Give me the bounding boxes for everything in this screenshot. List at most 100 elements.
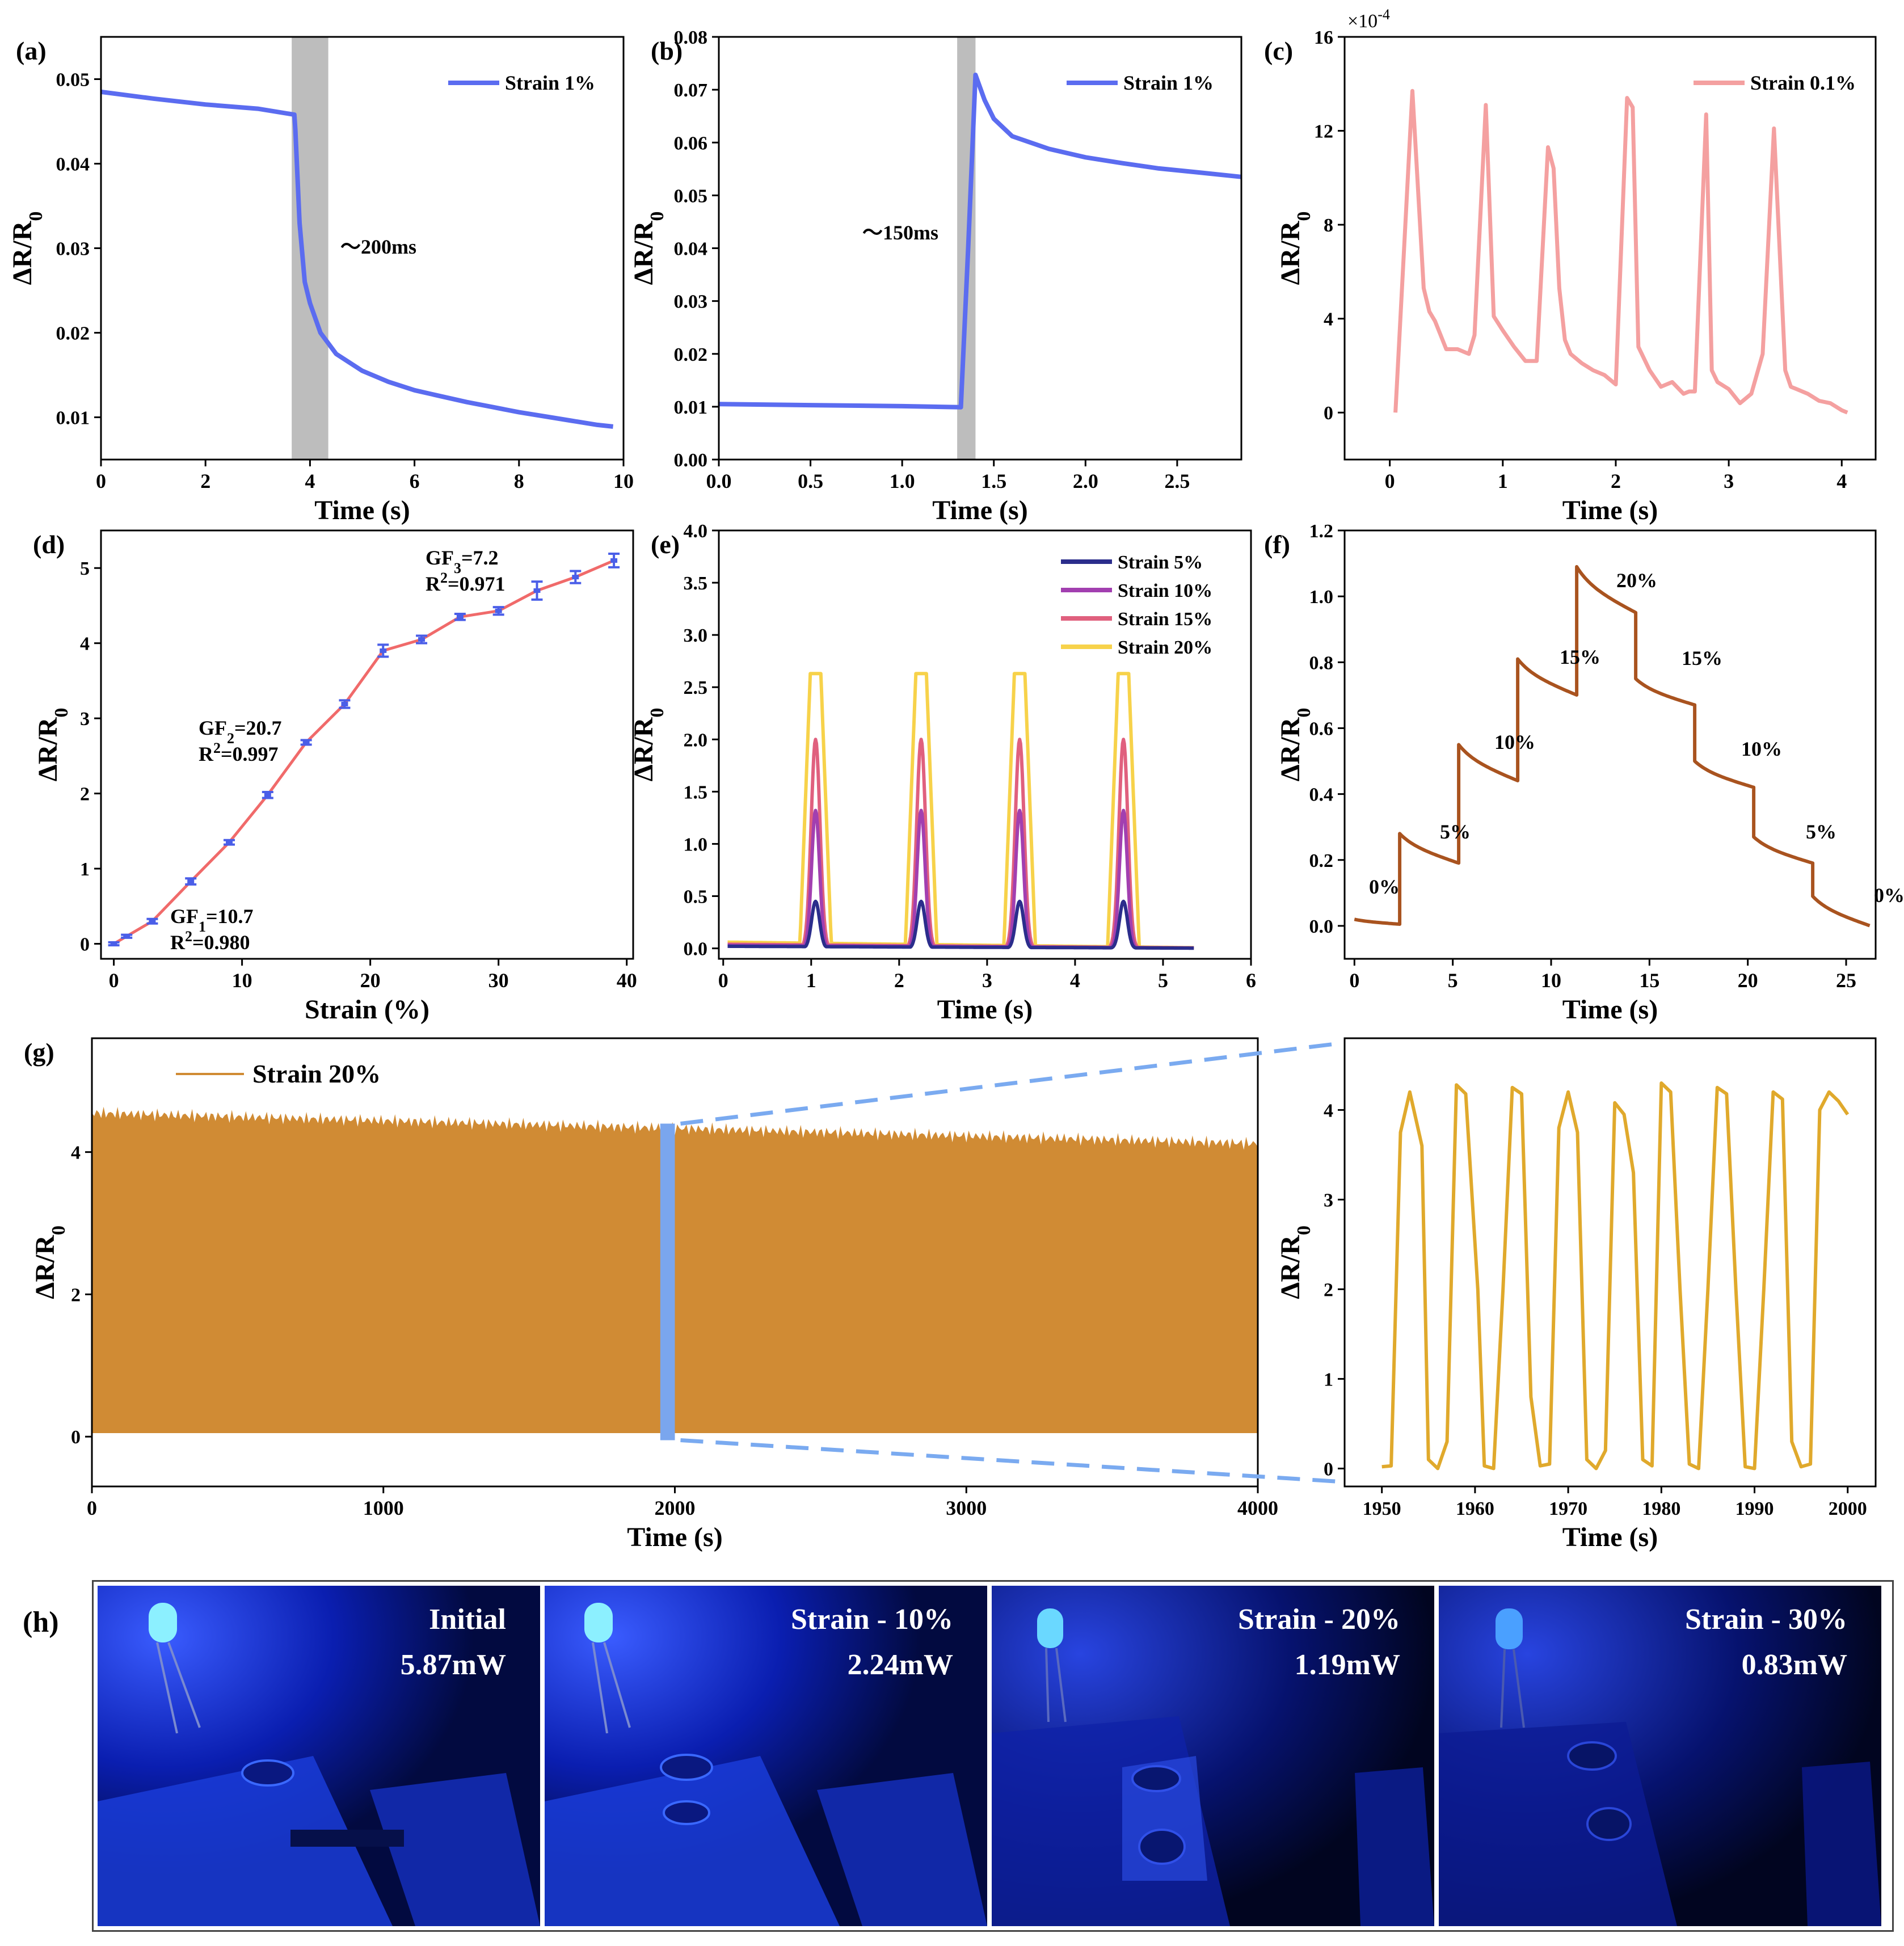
y-axis-label-text: ΔR/R0: [629, 708, 668, 782]
y-tick-label: 2.5: [684, 677, 708, 698]
y-label-sub: 0: [1294, 212, 1315, 221]
y-tick-label: 0.06: [674, 133, 708, 154]
y-tick-label: 0.05: [674, 186, 708, 207]
legend-entry: Strain 1%: [505, 71, 595, 94]
annot-rest: =10.7: [206, 905, 254, 928]
x-tick-label: 4000: [1237, 1497, 1278, 1519]
y-tick-label: 4: [1324, 309, 1333, 330]
x-tick-label: 5: [1448, 969, 1458, 992]
x-tick-label: 0: [1349, 969, 1359, 992]
y-tick-label: 0.01: [56, 408, 90, 429]
data-point: [302, 740, 310, 745]
y-tick-label: 3.5: [684, 573, 708, 594]
y-tick-label: 0.04: [674, 239, 708, 260]
y-label-sub: 0: [26, 212, 47, 221]
x-tick-label: 4: [305, 470, 315, 492]
photo-power: 5.87mW: [400, 1649, 506, 1681]
led-icon: [1496, 1608, 1523, 1649]
photo-title: Strain - 20%: [1238, 1603, 1400, 1636]
series-strain-0.1: [1393, 89, 1848, 415]
x-tick-label: 1980: [1642, 1498, 1680, 1519]
x-tick-label: 0: [1385, 470, 1395, 492]
photo-strain-30: Strain - 30% 0.83mW: [1439, 1586, 1881, 1926]
x-axis-label: Time (s): [1562, 495, 1658, 525]
y-axis-label-text: ΔR/R0: [629, 212, 668, 285]
annot-sub: 2: [227, 730, 234, 747]
step-label-5: 15%: [1682, 647, 1722, 669]
annot-main: R: [170, 931, 186, 954]
annot-rest: =7.2: [461, 546, 499, 569]
y-label-sub: 0: [647, 708, 668, 718]
y-tick-label: 0.6: [1309, 718, 1334, 739]
annot-sub: 1: [199, 919, 206, 935]
y-tick-label: 16: [1314, 27, 1333, 48]
step-label-3: 15%: [1560, 646, 1600, 668]
x-tick-label: 3: [982, 969, 992, 992]
y-tick-label: 2: [71, 1284, 81, 1305]
y-label-main: ΔR/R: [7, 220, 37, 285]
y-label-sub: 0: [647, 212, 668, 221]
x-tick-label: 20: [1738, 969, 1758, 992]
plot-frame: [1343, 1037, 1877, 1488]
data-point: [572, 575, 579, 580]
y-tick-label: 0.03: [674, 292, 708, 313]
photo-strip-frame: [92, 1580, 1894, 1932]
annot-main: GF: [199, 717, 227, 739]
x-axis-label: Time (s): [314, 495, 410, 525]
y-tick-label: 0.08: [674, 27, 708, 48]
annot-main: R: [426, 572, 441, 595]
x-tick-label: 2: [200, 470, 210, 492]
data-point: [226, 840, 233, 845]
x-tick-label: 2.0: [1073, 470, 1098, 492]
step-label-8: 0%: [1874, 884, 1904, 907]
photo-strain-20: Strain - 20% 1.19mW: [992, 1586, 1434, 1926]
legend-entry: Strain 0.1%: [1750, 71, 1856, 94]
y-axis-label-text: ΔR/R0: [7, 212, 47, 285]
series-step-strain: [1354, 565, 1871, 928]
y-label-main: ΔR/R: [30, 1235, 60, 1299]
y-label-main: ΔR/R: [1275, 1235, 1305, 1299]
x-tick-label: 0.5: [798, 470, 823, 492]
y-axis-label: ΔR/R0: [629, 212, 668, 285]
y-tick-label: 0.07: [674, 80, 708, 101]
y-tick-label: 0.02: [56, 323, 90, 344]
zoom-connector-bottom: [680, 1438, 1345, 1484]
series-strain-1: [718, 73, 1242, 410]
data-point: [533, 588, 541, 593]
x-tick-label: 1950: [1363, 1498, 1401, 1519]
step-label-0: 0%: [1369, 875, 1400, 898]
y-multiplier: ×10-4: [1347, 6, 1390, 32]
annot-sup: 2: [213, 740, 221, 756]
y-tick-label: 0: [71, 1427, 81, 1448]
y-label-main: ΔR/R: [629, 220, 659, 285]
x-tick-label: 1960: [1456, 1498, 1494, 1519]
y-tick-label: 0: [1324, 403, 1333, 424]
y-label-main: ΔR/R: [33, 717, 63, 781]
y-label-main: ΔR/R: [1275, 717, 1305, 781]
x-tick-label: 6: [1246, 969, 1256, 992]
chart-panel-f: 0 5 10 15 20 25 0.0 0.2 0.4 0.6 0.8 1.0 1.2 Time (s) Δ…: [1264, 521, 1904, 1025]
led-icon: [1037, 1608, 1063, 1648]
y-tick-label: 4: [1324, 1100, 1333, 1121]
photo-scene: [1439, 1586, 1881, 1926]
led-icon: [149, 1603, 177, 1642]
chart-panel-b: 0.0 0.5 1.0 1.5 2.0 2.5 0.00 0.01 0.02 0.03 0.04 0.…: [629, 27, 1242, 525]
photo-scene: [992, 1586, 1434, 1926]
x-tick-label: 1.0: [890, 470, 915, 492]
x-tick-label: 10: [613, 470, 634, 492]
data-point: [418, 637, 426, 642]
panel-h-label: (h): [23, 1606, 59, 1638]
photo-scene: [98, 1586, 540, 1926]
data-point: [187, 879, 195, 884]
response-time-band: [292, 37, 328, 460]
series-response: [113, 559, 615, 945]
x-tick-label: 30: [488, 969, 509, 992]
x-tick-label: 8: [514, 470, 524, 492]
x-tick-label: 40: [617, 969, 637, 992]
plot-frame: [1343, 529, 1877, 960]
x-tick-label: 1: [1498, 470, 1508, 492]
x-axis-label: Time (s): [937, 995, 1033, 1025]
y-multiplier-base: ×10: [1347, 11, 1378, 32]
panel-label: (d): [33, 530, 65, 559]
